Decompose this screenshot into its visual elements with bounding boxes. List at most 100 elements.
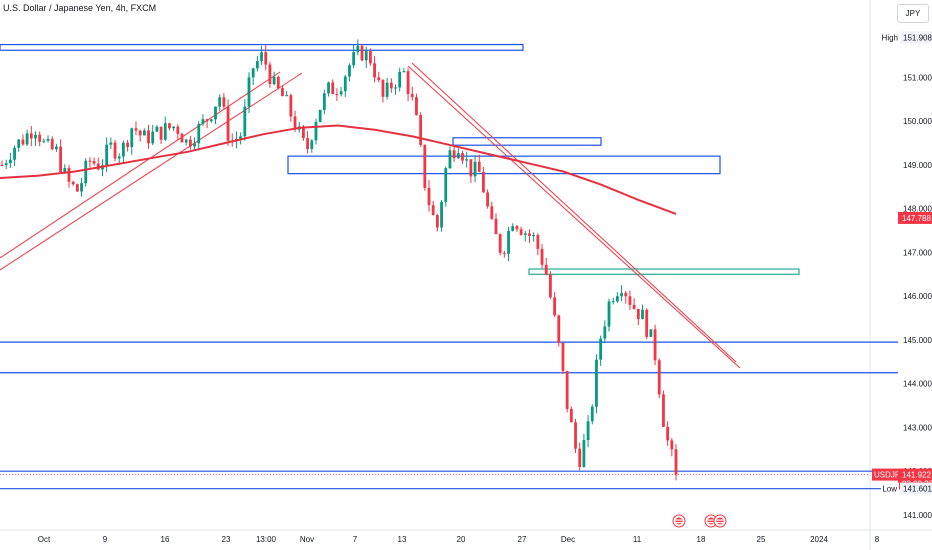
- candle-body[interactable]: [519, 229, 523, 235]
- candle-body[interactable]: [46, 138, 50, 141]
- resistance-zone-wide[interactable]: [287, 155, 721, 175]
- candle-body[interactable]: [113, 142, 117, 159]
- candle-body[interactable]: [536, 235, 540, 249]
- candle-body[interactable]: [565, 370, 569, 409]
- candle-body[interactable]: [549, 274, 552, 298]
- candle-body[interactable]: [0, 164, 4, 166]
- candle-body[interactable]: [427, 187, 431, 206]
- trendline-3[interactable]: [411, 62, 737, 363]
- candle-body[interactable]: [540, 248, 544, 265]
- candle-body[interactable]: [151, 131, 155, 144]
- candle-body[interactable]: [306, 138, 310, 149]
- candle-body[interactable]: [172, 126, 176, 129]
- candle-body[interactable]: [209, 119, 213, 122]
- trendline-2[interactable]: [0, 72, 303, 271]
- candle-body[interactable]: [406, 71, 410, 95]
- candle-body[interactable]: [348, 65, 351, 77]
- candle-body[interactable]: [360, 45, 364, 61]
- candle-body[interactable]: [586, 421, 590, 440]
- candle-body[interactable]: [126, 142, 129, 147]
- candle-body[interactable]: [590, 406, 594, 422]
- candle-body[interactable]: [544, 264, 548, 275]
- candle-body[interactable]: [611, 301, 615, 303]
- candle-body[interactable]: [394, 87, 397, 89]
- candle-body[interactable]: [352, 52, 356, 66]
- event-flag-icon-us[interactable]: [672, 514, 686, 528]
- candle-body[interactable]: [80, 183, 83, 192]
- candle-body[interactable]: [243, 106, 247, 137]
- candle-body[interactable]: [523, 233, 527, 235]
- candle-body[interactable]: [615, 296, 619, 302]
- candle-body[interactable]: [603, 326, 607, 339]
- candle-body[interactable]: [419, 115, 423, 145]
- candle-body[interactable]: [662, 394, 665, 427]
- candle-body[interactable]: [444, 168, 448, 202]
- candle-body[interactable]: [276, 76, 280, 89]
- candle-body[interactable]: [641, 309, 644, 320]
- candle-body[interactable]: [322, 93, 326, 110]
- resistance-zone-mid[interactable]: [452, 137, 602, 146]
- candle-body[interactable]: [649, 329, 653, 337]
- candle-body[interactable]: [477, 161, 481, 172]
- candle-body[interactable]: [4, 163, 8, 166]
- candle-body[interactable]: [184, 139, 188, 143]
- candle-body[interactable]: [620, 292, 623, 297]
- candle-body[interactable]: [197, 123, 201, 144]
- candle-body[interactable]: [595, 359, 598, 407]
- event-flag-icon-2[interactable]: [713, 514, 727, 528]
- candle-body[interactable]: [515, 226, 519, 230]
- candle-body[interactable]: [50, 138, 54, 150]
- candle-body[interactable]: [260, 52, 263, 62]
- candle-body[interactable]: [486, 192, 490, 207]
- candle-body[interactable]: [130, 128, 134, 147]
- candle-body[interactable]: [628, 296, 632, 305]
- candle-body[interactable]: [561, 342, 565, 371]
- candle-body[interactable]: [599, 338, 603, 360]
- candle-body[interactable]: [163, 123, 167, 140]
- candle-body[interactable]: [653, 329, 657, 361]
- candle-body[interactable]: [674, 449, 678, 475]
- candle-body[interactable]: [314, 121, 318, 141]
- candle-body[interactable]: [636, 308, 640, 320]
- candle-body[interactable]: [34, 134, 37, 139]
- candle-body[interactable]: [67, 167, 71, 182]
- candle-body[interactable]: [214, 106, 217, 120]
- support-zone-teal[interactable]: [528, 268, 800, 275]
- candle-body[interactable]: [109, 142, 113, 145]
- candle-body[interactable]: [71, 181, 75, 185]
- candle-body[interactable]: [377, 77, 381, 81]
- candle-body[interactable]: [398, 71, 402, 88]
- candle-body[interactable]: [251, 68, 255, 78]
- candle-body[interactable]: [142, 130, 146, 136]
- moving-average-line[interactable]: [0, 124, 677, 215]
- candle-body[interactable]: [473, 161, 477, 177]
- candle-body[interactable]: [494, 218, 498, 235]
- candle-body[interactable]: [415, 97, 418, 116]
- trendline-4[interactable]: [407, 65, 741, 369]
- candle-body[interactable]: [402, 71, 406, 73]
- candle-body[interactable]: [302, 126, 305, 139]
- candle-body[interactable]: [310, 140, 314, 149]
- candle-body[interactable]: [335, 94, 339, 96]
- candle-body[interactable]: [498, 234, 502, 253]
- candle-body[interactable]: [490, 206, 494, 219]
- candle-body[interactable]: [528, 233, 531, 236]
- candle-body[interactable]: [440, 201, 443, 228]
- candle-body[interactable]: [105, 144, 109, 166]
- candle-body[interactable]: [117, 156, 121, 159]
- candle-body[interactable]: [465, 159, 469, 161]
- candle-body[interactable]: [389, 82, 393, 89]
- candle-body[interactable]: [155, 126, 159, 132]
- candle-body[interactable]: [502, 252, 506, 254]
- candle-body[interactable]: [339, 91, 343, 95]
- candle-body[interactable]: [511, 226, 515, 231]
- candle-body[interactable]: [122, 142, 125, 157]
- symbol-tag[interactable]: [872, 468, 898, 481]
- candle-body[interactable]: [318, 109, 322, 122]
- candle-body[interactable]: [331, 82, 335, 95]
- candle-body[interactable]: [461, 153, 464, 161]
- candle-body[interactable]: [147, 130, 150, 144]
- candle-body[interactable]: [222, 97, 226, 107]
